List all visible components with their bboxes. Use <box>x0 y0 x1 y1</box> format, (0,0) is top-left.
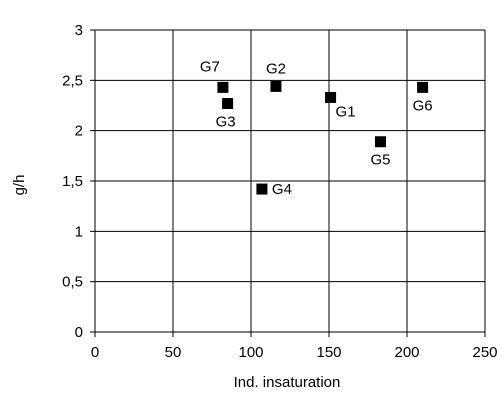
x-tick-label: 100 <box>238 344 263 361</box>
data-point-label: G7 <box>200 58 220 75</box>
y-tick-label: 2 <box>75 123 83 140</box>
grid <box>94 29 486 333</box>
data-point-label: G2 <box>266 60 286 77</box>
y-tick-label: 0 <box>75 324 83 341</box>
tick-labels: 0 0,5 1 1,5 2 2,5 3 0 50 100 150 200 250 <box>62 22 497 361</box>
x-tick-label: 50 <box>165 344 182 361</box>
y-tick-label: 1,5 <box>62 173 83 190</box>
axes <box>90 29 486 337</box>
data-point-marker <box>256 183 268 195</box>
x-axis-label: Ind. insaturation <box>234 374 341 391</box>
y-tick-label: 2,5 <box>62 72 83 89</box>
data-point-marker <box>270 80 282 92</box>
x-tick-label: 150 <box>316 344 341 361</box>
data-point-label: G5 <box>370 152 390 169</box>
data-point-label: G3 <box>216 113 236 130</box>
x-tick-label: 250 <box>472 344 497 361</box>
data-points: G1 G2 G3 G4 G5 G6 G7 <box>200 58 433 198</box>
y-tick-label: 3 <box>75 22 83 39</box>
data-point-marker <box>325 91 337 103</box>
data-point-marker <box>374 136 386 148</box>
data-point-label: G4 <box>272 181 292 198</box>
data-point-label: G1 <box>336 103 356 120</box>
y-tick-label: 0,5 <box>62 274 83 291</box>
data-point-marker <box>417 81 429 93</box>
x-tick-label: 200 <box>394 344 419 361</box>
x-tick-label: 0 <box>91 344 99 361</box>
y-tick-label: 1 <box>75 223 83 240</box>
data-point-label: G6 <box>413 97 433 114</box>
y-axis-label: g/h <box>11 175 28 196</box>
data-point-marker <box>217 81 229 93</box>
data-point-marker <box>222 97 234 109</box>
